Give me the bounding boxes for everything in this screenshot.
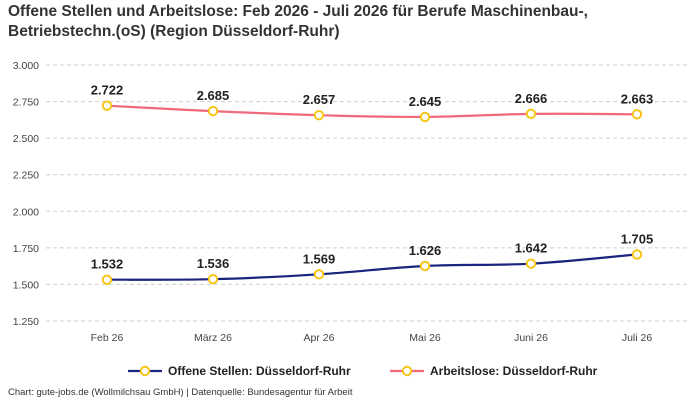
chart-source-note: Chart: gute-jobs.de (Wollmilchsau GmbH) … (8, 387, 353, 398)
data-point (419, 111, 431, 123)
y-tick-label: 3.000 (13, 60, 39, 72)
data-label: 2.657 (303, 92, 336, 107)
data-label: 2.685 (197, 88, 230, 103)
y-tick-label: 1.500 (13, 279, 39, 291)
legend-item[interactable]: Arbeitslose: Düsseldorf-Ruhr (390, 364, 598, 378)
x-tick-label: Juli 26 (622, 332, 653, 344)
y-tick-label: 1.750 (13, 243, 39, 255)
data-point (419, 260, 431, 272)
data-label: 1.626 (409, 243, 442, 258)
x-tick-label: Juni 26 (514, 332, 548, 344)
x-tick-label: Apr 26 (304, 332, 335, 344)
data-label: 1.642 (515, 241, 548, 256)
data-point (525, 258, 537, 269)
legend-marker (401, 365, 413, 377)
legend-marker (139, 365, 151, 377)
x-tick-label: März 26 (194, 332, 232, 344)
data-label: 1.569 (303, 251, 336, 266)
y-axis-ticks: 3.000 2.750 2.500 2.250 2.000 1.750 1.500 1.250 (13, 60, 39, 328)
y-tick-label: 2.250 (13, 170, 39, 182)
grid-layer (46, 64, 690, 322)
chart-title: Offene Stellen und Arbeitslose: Feb 2026… (8, 3, 588, 40)
y-tick-label: 2.750 (13, 97, 39, 109)
data-point (631, 109, 643, 120)
y-tick-label: 1.250 (13, 316, 39, 328)
series-layer (101, 100, 643, 285)
x-tick-label: Mai 26 (409, 332, 441, 344)
data-label: 1.705 (621, 231, 654, 246)
data-point (313, 109, 325, 121)
data-point (207, 273, 219, 285)
x-tick-label: Feb 26 (91, 332, 124, 344)
data-label: 1.532 (91, 257, 124, 272)
data-label: 2.663 (621, 91, 654, 106)
legend-label: Offene Stellen: Düsseldorf-Ruhr (168, 364, 351, 378)
legend-label: Arbeitslose: Düsseldorf-Ruhr (430, 364, 598, 378)
y-tick-label: 2.500 (13, 133, 39, 145)
data-point (313, 269, 325, 280)
data-label: 2.645 (409, 94, 442, 109)
data-label: 1.536 (197, 256, 230, 271)
data-point (525, 108, 537, 120)
legend[interactable]: Offene Stellen: Düsseldorf-Ruhr Arbeitslo… (128, 364, 598, 378)
data-point (631, 249, 643, 260)
series-line (106, 253, 638, 281)
x-axis-ticks: Feb 26 März 26 Apr 26 Mai 26 Juni 26 Juli 26 (91, 332, 653, 344)
data-label: 2.666 (515, 91, 548, 106)
data-point (101, 274, 113, 285)
data-labels: 1.532 1.536 1.569 1.626 1.642 1.705 2.722 2.685… (91, 83, 654, 272)
series-line (106, 104, 638, 119)
legend-item[interactable]: Offene Stellen: Düsseldorf-Ruhr (128, 364, 351, 378)
data-label: 2.722 (91, 83, 124, 98)
data-point (207, 105, 219, 117)
y-tick-label: 2.000 (13, 206, 39, 218)
data-point (101, 100, 113, 111)
